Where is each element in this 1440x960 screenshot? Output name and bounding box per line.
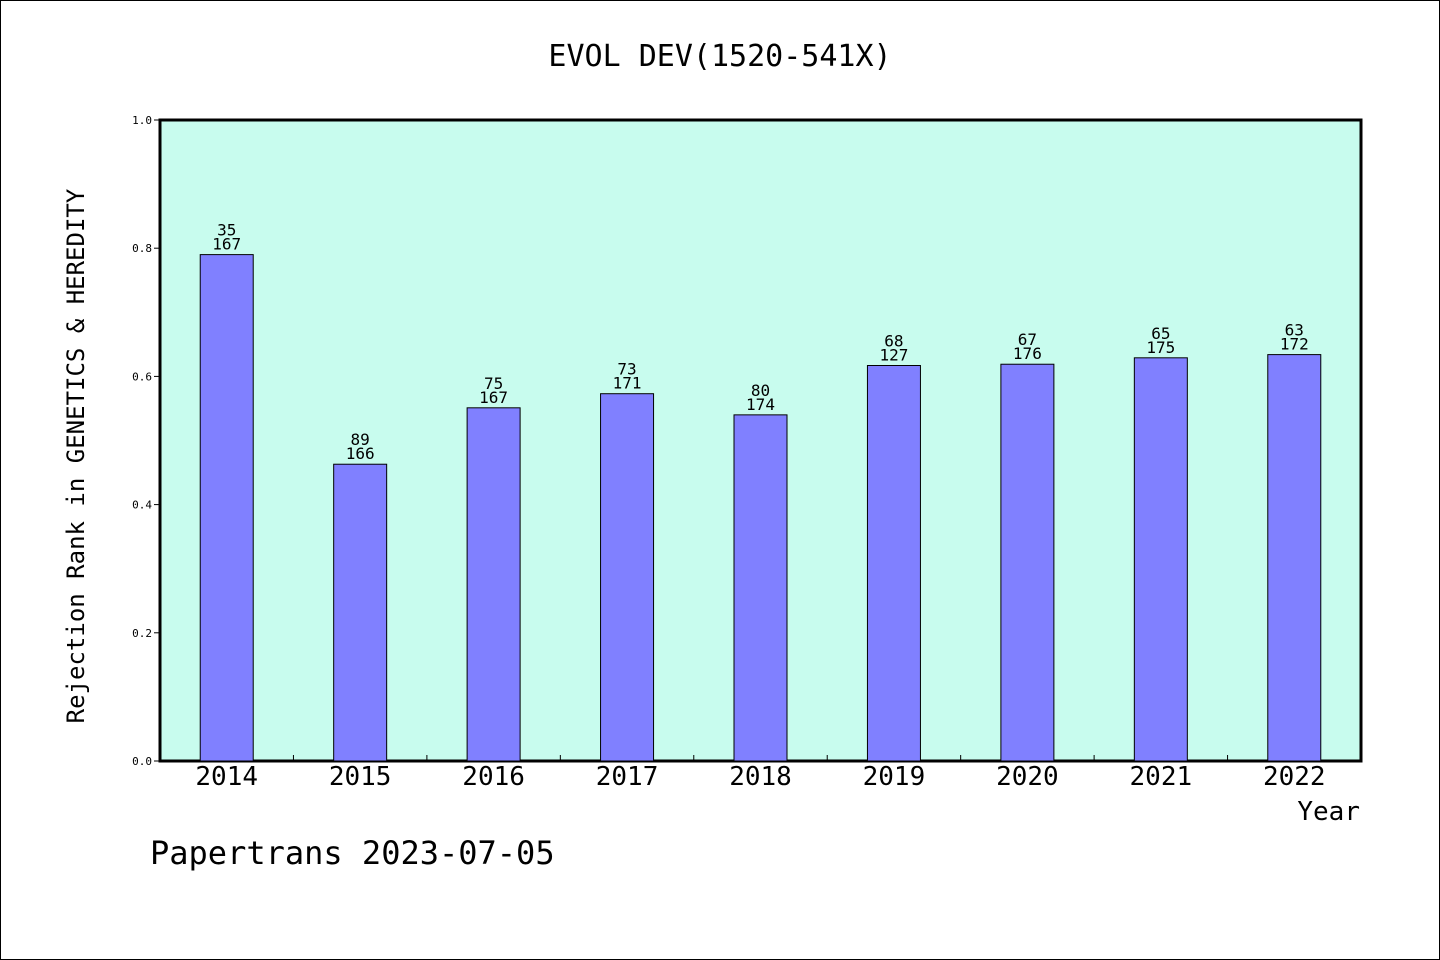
x-tick-label: 2019 — [863, 762, 926, 792]
bar-2019 — [866, 365, 921, 762]
bar-2016 — [466, 407, 521, 762]
y-tick-label: 0.4 — [132, 499, 152, 512]
bar-2017 — [600, 393, 655, 762]
x-tick-label: 2018 — [729, 762, 792, 792]
bar-total-label: 176 — [1013, 344, 1042, 363]
x-tick-label: 2020 — [996, 762, 1059, 792]
bar-rank-label: 35 — [217, 221, 236, 240]
bar-2018 — [733, 414, 788, 762]
bar-total-label: 171 — [613, 374, 642, 393]
y-axis-label: Rejection Rank in GENETICS & HEREDITY — [62, 188, 90, 723]
bar-total-label: 172 — [1280, 335, 1309, 354]
bar-total-label: 127 — [879, 346, 908, 365]
y-tick-label: 0.8 — [132, 242, 152, 255]
bar-2021 — [1133, 357, 1188, 762]
y-axis: 0.0 0.2 0.4 0.6 0.8 1.0 — [132, 114, 160, 768]
bar-rank-label: 80 — [751, 381, 770, 400]
bar-total-label: 166 — [346, 444, 375, 463]
bar-2015 — [333, 463, 388, 762]
x-axis-label: Year — [1297, 797, 1360, 827]
footer-credit: Papertrans 2023-07-05 — [150, 834, 555, 872]
bar-rank-label: 89 — [351, 430, 370, 449]
y-tick-label: 0.0 — [132, 755, 152, 768]
bar-rank-label: 63 — [1285, 321, 1304, 340]
bar-2022 — [1267, 354, 1322, 762]
bar-total-label: 167 — [212, 235, 241, 254]
x-tick-label: 2016 — [462, 762, 525, 792]
chart-title: EVOL DEV(1520-541X) — [548, 39, 891, 74]
bar-rank-label: 73 — [617, 360, 636, 379]
bar-rank-label: 75 — [484, 374, 503, 393]
x-tick-label: 2014 — [195, 762, 258, 792]
bar-rank-label: 65 — [1151, 324, 1170, 343]
y-tick-label: 0.6 — [132, 370, 152, 383]
x-tick-label: 2022 — [1263, 762, 1326, 792]
bar-total-label: 174 — [746, 395, 775, 414]
x-tick-label: 2015 — [329, 762, 392, 792]
bar-rank-label: 67 — [1018, 330, 1037, 349]
y-tick-label: 1.0 — [132, 114, 152, 127]
bar-2020 — [1000, 363, 1055, 762]
x-tick-label: 2017 — [596, 762, 659, 792]
bar-total-label: 175 — [1146, 338, 1175, 357]
x-tick-label: 2021 — [1130, 762, 1193, 792]
bar-2014 — [199, 254, 254, 762]
bar-total-label: 167 — [479, 388, 508, 407]
bar-rank-label: 68 — [884, 332, 903, 351]
y-tick-label: 0.2 — [132, 627, 152, 640]
x-axis: 2014 2015 2016 2017 2018 2019 2020 2021 2022 — [195, 755, 1326, 792]
